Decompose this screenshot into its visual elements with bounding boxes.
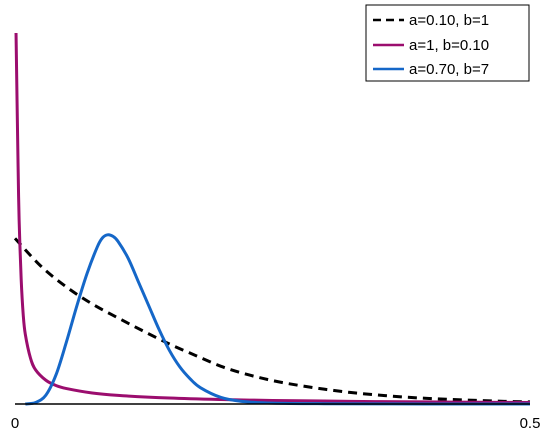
legend-label: a=0.10, b=1 — [409, 12, 489, 29]
legend-label: a=0.70, b=7 — [409, 61, 489, 78]
x-tick-label: 0 — [11, 415, 19, 432]
series-line — [14, 32, 531, 405]
x-tick-label: 0.5 — [520, 415, 541, 432]
legend-label: a=1, b=0.10 — [409, 37, 489, 54]
plot-area — [13, 32, 531, 406]
series-line — [25, 233, 531, 406]
series-line — [13, 237, 531, 404]
legend: a=0.10, b=1 a=1, b=0.10 a=0.70, b=7 — [365, 4, 530, 82]
